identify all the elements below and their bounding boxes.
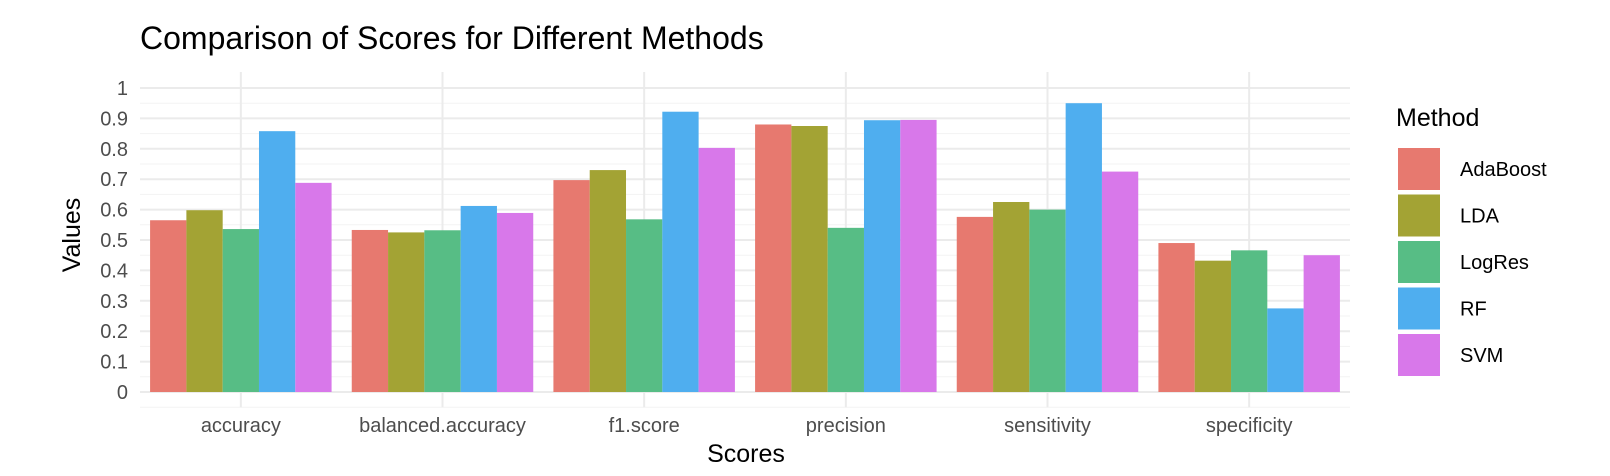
bar-lda-f1-score bbox=[589, 170, 627, 392]
bar-adaboost-balanced-accuracy bbox=[351, 229, 389, 392]
y-tick-label: 0.2 bbox=[100, 321, 128, 343]
bar-svm-precision bbox=[900, 119, 937, 393]
bar-rf-balanced-accuracy bbox=[460, 205, 497, 392]
legend-label-adaboost: AdaBoost bbox=[1460, 159, 1547, 181]
bar-lda-precision bbox=[791, 126, 828, 392]
bar-lda-sensitivity bbox=[993, 202, 1030, 392]
bar-adaboost-sensitivity bbox=[956, 216, 994, 392]
legend-label-logres: LogRes bbox=[1460, 252, 1529, 274]
y-tick-label: 0.1 bbox=[100, 352, 128, 374]
y-tick-label: 0.9 bbox=[100, 108, 128, 130]
bar-adaboost-precision bbox=[755, 124, 792, 392]
bar-adaboost-specificity bbox=[1158, 243, 1195, 392]
y-tick-label: 0.8 bbox=[100, 139, 128, 161]
bar-rf-sensitivity bbox=[1065, 103, 1102, 392]
legend-label-rf: RF bbox=[1460, 299, 1487, 321]
bar-adaboost-f1-score bbox=[553, 180, 590, 392]
x-tick-label: balanced.accuracy bbox=[359, 415, 526, 437]
x-tick-label: precision bbox=[806, 415, 886, 437]
y-tick-label: 0.3 bbox=[100, 291, 128, 313]
bar-lda-accuracy bbox=[186, 210, 223, 392]
bar-logres-accuracy bbox=[222, 229, 259, 392]
x-tick-label: accuracy bbox=[201, 415, 281, 437]
legend-label-lda: LDA bbox=[1460, 206, 1500, 228]
bar-lda-balanced-accuracy bbox=[388, 232, 425, 392]
bar-svm-specificity bbox=[1303, 255, 1340, 392]
bar-logres-specificity bbox=[1231, 250, 1268, 392]
x-axis-title: Scores bbox=[707, 440, 785, 468]
bar-svm-f1-score bbox=[698, 147, 735, 392]
x-tick-label: specificity bbox=[1206, 415, 1293, 437]
x-tick-label: sensitivity bbox=[1004, 415, 1091, 437]
y-axis-ticks: 0 0.1 0.2 0.3 0.4 0.5 0.6 0.7 0.8 0.9 1 bbox=[100, 78, 128, 404]
x-axis-ticks: accuracy balanced.accuracy f1.score precisi… bbox=[201, 415, 1293, 437]
legend-key-svm bbox=[1398, 334, 1440, 376]
legend: Method AdaBoost LDA LogRes RF SVM bbox=[1396, 104, 1547, 376]
bar-rf-f1-score bbox=[662, 111, 699, 392]
legend-key-adaboost bbox=[1398, 148, 1440, 190]
legend-title: Method bbox=[1396, 104, 1479, 132]
bar-svm-accuracy bbox=[295, 182, 332, 392]
bar-lda-specificity bbox=[1194, 260, 1232, 392]
x-tick-label: f1.score bbox=[609, 415, 680, 437]
legend-key-rf bbox=[1398, 287, 1440, 330]
bar-logres-f1-score bbox=[626, 219, 663, 392]
bars bbox=[150, 103, 1340, 393]
y-tick-label: 0 bbox=[117, 382, 128, 404]
bar-logres-balanced-accuracy bbox=[424, 230, 461, 392]
bar-svm-sensitivity bbox=[1101, 171, 1139, 392]
legend-label-svm: SVM bbox=[1460, 345, 1503, 367]
y-tick-label: 0.7 bbox=[100, 169, 128, 191]
bar-adaboost-accuracy bbox=[150, 220, 187, 392]
legend-key-lda bbox=[1398, 194, 1440, 237]
y-tick-label: 1 bbox=[117, 78, 128, 100]
legend-key-logres bbox=[1398, 241, 1440, 283]
bar-logres-precision bbox=[827, 227, 864, 392]
legend-items: AdaBoost LDA LogRes RF SVM bbox=[1398, 148, 1547, 376]
bar-rf-accuracy bbox=[258, 131, 296, 392]
bar-svm-balanced-accuracy bbox=[496, 212, 534, 392]
bar-logres-sensitivity bbox=[1029, 209, 1066, 392]
y-tick-label: 0.4 bbox=[100, 260, 128, 282]
bar-rf-specificity bbox=[1267, 308, 1304, 392]
y-tick-label: 0.6 bbox=[100, 200, 128, 222]
chart-title: Comparison of Scores for Different Metho… bbox=[140, 20, 764, 56]
bar-rf-precision bbox=[863, 120, 901, 392]
y-tick-label: 0.5 bbox=[100, 230, 128, 252]
y-axis-title: Values bbox=[58, 198, 86, 273]
